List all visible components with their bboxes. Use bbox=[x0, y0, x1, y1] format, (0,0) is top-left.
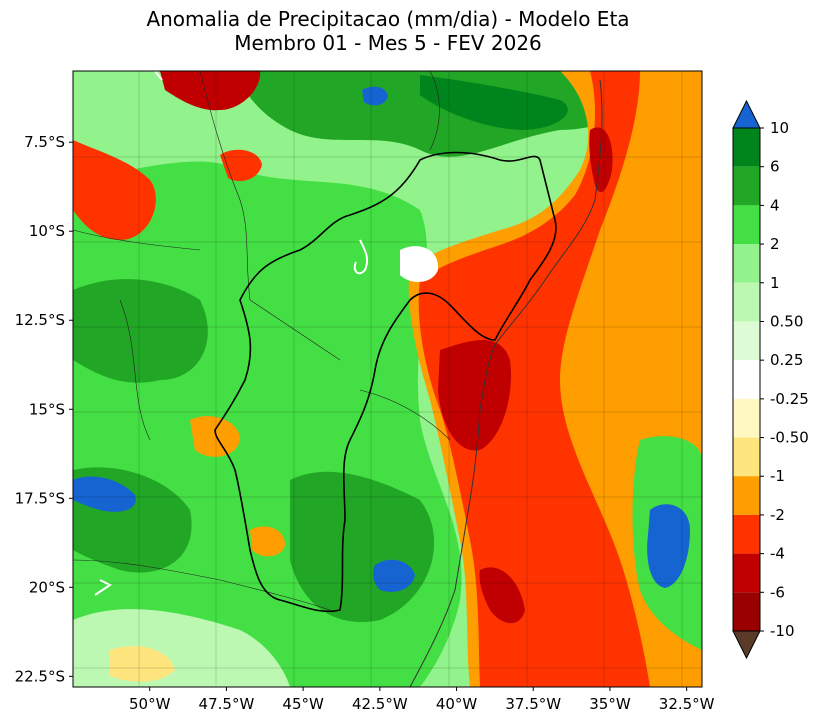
field-yellow-south bbox=[110, 646, 175, 682]
field-dark-red-coast bbox=[589, 127, 613, 193]
colorbar-label: 4 bbox=[770, 196, 780, 214]
y-tick-label: 12.5°S bbox=[15, 311, 65, 329]
colorbar: 10 6 4 2 1 0.50 0.25 -0.25 -0.50 -1 -2 -4 -6 -10 bbox=[732, 99, 809, 660]
x-tick-label: 42.5°W bbox=[352, 695, 408, 713]
colorbar-segment bbox=[733, 553, 760, 593]
field-dark-red-southeast bbox=[479, 567, 525, 624]
field-white-patch bbox=[400, 246, 439, 282]
colorbar-segment bbox=[733, 592, 760, 631]
colorbar-over-extension bbox=[732, 99, 761, 129]
lake-southwest bbox=[94, 579, 112, 596]
state-borders bbox=[73, 71, 451, 611]
x-axis-ticks: 50°W 47.5°W 45°W 42.5°W 40°W 37.5°W 35°W 32.5°W bbox=[129, 687, 715, 713]
colorbar-segment bbox=[733, 437, 760, 477]
field-blue-ocean bbox=[647, 504, 690, 588]
x-tick-label: 50°W bbox=[129, 695, 171, 713]
lake-reservoir bbox=[353, 239, 369, 275]
colorbar-under-extension bbox=[732, 630, 761, 660]
field-orange-patch-south bbox=[250, 526, 285, 557]
colorbar-segment bbox=[733, 360, 760, 399]
colorbar-border bbox=[732, 127, 761, 632]
x-tick-label: 35°W bbox=[589, 695, 631, 713]
field-green-interior bbox=[73, 161, 462, 687]
colorbar-label: -4 bbox=[770, 545, 785, 563]
field-red-spot bbox=[220, 149, 262, 182]
field-blue-south bbox=[373, 559, 415, 592]
field-blue-southwest bbox=[73, 476, 136, 512]
colorbar-label: -6 bbox=[770, 583, 785, 601]
colorbar-label: 6 bbox=[770, 158, 780, 176]
coastline bbox=[409, 79, 603, 687]
y-tick-label: 10°S bbox=[29, 222, 65, 240]
colorbar-label: 0.50 bbox=[770, 312, 803, 330]
field-orange-patch-west bbox=[190, 416, 240, 457]
colorbar-segment bbox=[733, 398, 760, 438]
region-outline bbox=[214, 151, 557, 613]
colorbar-label: -2 bbox=[770, 506, 785, 524]
colorbar-label: -10 bbox=[770, 622, 795, 640]
colorbar-segment bbox=[733, 476, 760, 515]
colorbar-label: -1 bbox=[770, 467, 785, 485]
y-tick-label: 22.5°S bbox=[15, 667, 65, 685]
field-red-east bbox=[418, 71, 650, 687]
field-red-northwest bbox=[160, 71, 261, 111]
map-frame-border bbox=[72, 70, 703, 688]
colorbar-label: 2 bbox=[770, 235, 780, 253]
lake-north bbox=[154, 71, 163, 81]
x-tick-label: 40°W bbox=[436, 695, 478, 713]
y-tick-label: 15°S bbox=[29, 400, 65, 418]
y-tick-label: 7.5°S bbox=[24, 133, 65, 151]
field-dark-red-east bbox=[438, 340, 511, 451]
map-title-line2: Membro 01 - Mes 5 - FEV 2026 bbox=[234, 31, 542, 55]
map-title-line1: Anomalia de Precipitacao (mm/dia) - Mode… bbox=[146, 7, 630, 31]
colorbar-label: -0.25 bbox=[770, 390, 809, 408]
colorbar-label: -0.50 bbox=[770, 429, 809, 447]
anomaly-field bbox=[73, 71, 702, 687]
y-tick-label: 20°S bbox=[29, 578, 65, 596]
field-dark-green-north bbox=[420, 75, 568, 130]
colorbar-label: 0.25 bbox=[770, 351, 803, 369]
x-tick-label: 45°W bbox=[282, 695, 324, 713]
y-axis-ticks: 7.5°S 10°S 12.5°S 15°S 17.5°S 20°S 22.5°S bbox=[15, 133, 73, 685]
x-tick-label: 32.5°W bbox=[659, 695, 715, 713]
colorbar-segment bbox=[733, 205, 760, 245]
colorbar-segment bbox=[733, 128, 760, 167]
field-orange-red-west bbox=[73, 140, 156, 240]
colorbar-label: 10 bbox=[770, 119, 789, 137]
field-green-west bbox=[73, 279, 208, 383]
field-blue-north bbox=[362, 86, 388, 106]
colorbar-segment bbox=[733, 514, 760, 554]
colorbar-segment bbox=[733, 321, 760, 361]
x-tick-label: 37.5°W bbox=[505, 695, 561, 713]
map-grid bbox=[73, 71, 702, 687]
y-tick-label: 17.5°S bbox=[15, 489, 65, 507]
x-tick-label: 47.5°W bbox=[199, 695, 255, 713]
colorbar-segment bbox=[733, 282, 760, 322]
colorbar-label: 1 bbox=[770, 274, 780, 292]
colorbar-segment bbox=[733, 166, 760, 206]
colorbar-segment bbox=[733, 244, 760, 283]
